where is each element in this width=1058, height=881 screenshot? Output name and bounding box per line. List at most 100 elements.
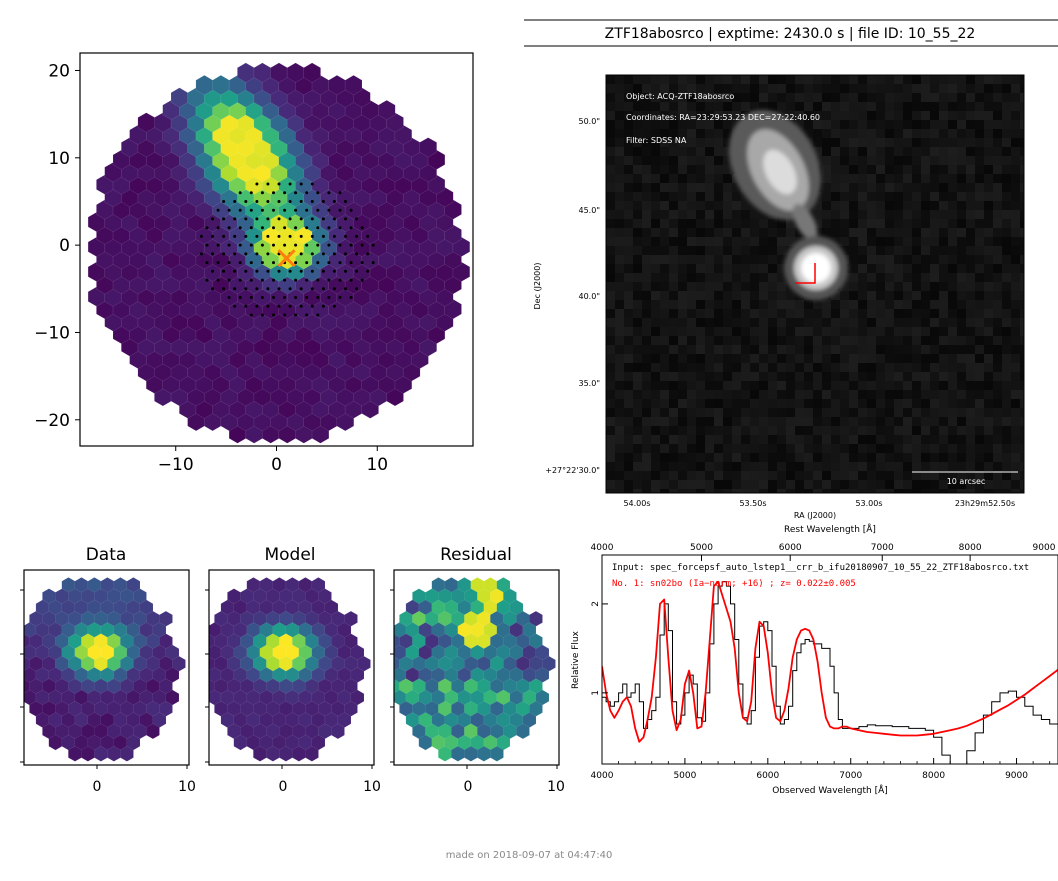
sky-pixel (669, 129, 678, 138)
spaxel (344, 75, 363, 96)
sky-pixel (885, 345, 894, 354)
sky-pixel (750, 345, 759, 354)
aperture-spaxel-dot (294, 243, 298, 247)
sky-pixel (624, 426, 633, 435)
sky-pixel (966, 129, 975, 138)
sky-pixel (759, 471, 768, 480)
sky-pixel (876, 372, 885, 381)
sky-pixel (660, 201, 669, 210)
sky-pixel (849, 489, 858, 493)
sky-pixel (723, 336, 732, 345)
sky-pixel (624, 435, 633, 444)
sky-pixel (633, 291, 642, 300)
aperture-spaxel-dot (305, 226, 309, 230)
sky-pixel (939, 381, 948, 390)
sky-pixel (885, 129, 894, 138)
sky-pixel (1011, 93, 1020, 102)
aperture-spaxel-dot (344, 287, 347, 291)
aperture-spaxel-dot (366, 252, 370, 256)
sky-pixel (687, 480, 696, 489)
sky-pixel (948, 399, 957, 408)
sky-pixel (741, 210, 750, 219)
observed-spectrum-line (602, 581, 1058, 764)
sky-pixel (912, 192, 921, 201)
sky-pixel (867, 300, 876, 309)
sky-pixel (732, 282, 741, 291)
sky-pixel (894, 282, 903, 291)
sky-pixel (795, 93, 804, 102)
model-panel: Model 0 10 (208, 545, 381, 795)
sky-pixel (777, 255, 786, 264)
aperture-spaxel-dot (255, 287, 259, 291)
sky-pixel (975, 84, 984, 93)
sky-pixel (1002, 93, 1011, 102)
sky-pixel (930, 93, 939, 102)
sky-pixel (876, 471, 885, 480)
aperture-spaxel-dot (288, 182, 292, 186)
aperture-spaxel-dot (260, 208, 264, 212)
sky-pixel (831, 327, 840, 336)
sky-pixel (1011, 453, 1020, 462)
sky-pixel (705, 399, 714, 408)
sky-pixel (624, 138, 633, 147)
sky-pixel (948, 336, 957, 345)
sky-pixel (867, 165, 876, 174)
aperture-spaxel-dot (294, 296, 298, 299)
aperture-spaxel-dot (260, 226, 264, 230)
sky-pixel (1020, 372, 1024, 381)
sky-pixel (813, 210, 822, 219)
sky-pixel (930, 273, 939, 282)
panel-tick-marks (20, 589, 558, 769)
sky-pixel (957, 489, 966, 493)
sky-pixel (1002, 210, 1011, 219)
sky-pixel (606, 147, 615, 156)
sky-pixel (642, 183, 651, 192)
model-xtick: 0 (279, 779, 288, 795)
sky-pixel (930, 444, 939, 453)
sky-pixel (660, 192, 669, 201)
sky-pixel (678, 336, 687, 345)
sky-pixel (624, 273, 633, 282)
sky-pixel (669, 426, 678, 435)
sky-pixel (831, 345, 840, 354)
sky-pixel (939, 408, 948, 417)
sky-pixel (615, 237, 624, 246)
sky-pixel (804, 408, 813, 417)
sky-pixel (993, 219, 1002, 228)
sky-pixel (660, 255, 669, 264)
sky-pixel (696, 210, 705, 219)
sky-pixel (849, 102, 858, 111)
sky-pixel (1011, 426, 1020, 435)
sky-pixel (714, 210, 723, 219)
sky-pixel (768, 237, 777, 246)
sky-pixel (1020, 183, 1024, 192)
sky-pixel (705, 336, 714, 345)
sky-pixel (741, 246, 750, 255)
sky-pixel (705, 147, 714, 156)
sky-pixel (867, 417, 876, 426)
sky-pixel (615, 273, 624, 282)
aperture-spaxel-dot (222, 200, 226, 203)
sky-pixel (741, 390, 750, 399)
sky-pixel (822, 165, 831, 174)
aperture-spaxel-dot (272, 191, 275, 195)
data-axes-frame (23, 569, 190, 766)
sky-pixel (885, 417, 894, 426)
sky-pixel (813, 372, 822, 381)
host-galaxy-tail (792, 203, 818, 241)
sky-pixel (759, 417, 768, 426)
sky-pixel (867, 219, 876, 228)
sky-pixel (984, 309, 993, 318)
sky-pixel (858, 381, 867, 390)
sky-pixel (948, 237, 957, 246)
sky-pixel (606, 354, 615, 363)
sky-pixel (642, 336, 651, 345)
sky-pixel (615, 354, 624, 363)
sky-pixel (615, 435, 624, 444)
sky-pixel (723, 165, 732, 174)
aperture-spaxel-dot (338, 261, 342, 265)
aperture-spaxel-dot (305, 313, 309, 317)
sky-pixel (849, 381, 858, 390)
sky-pixel (993, 192, 1002, 201)
sky-pixel (669, 453, 678, 462)
